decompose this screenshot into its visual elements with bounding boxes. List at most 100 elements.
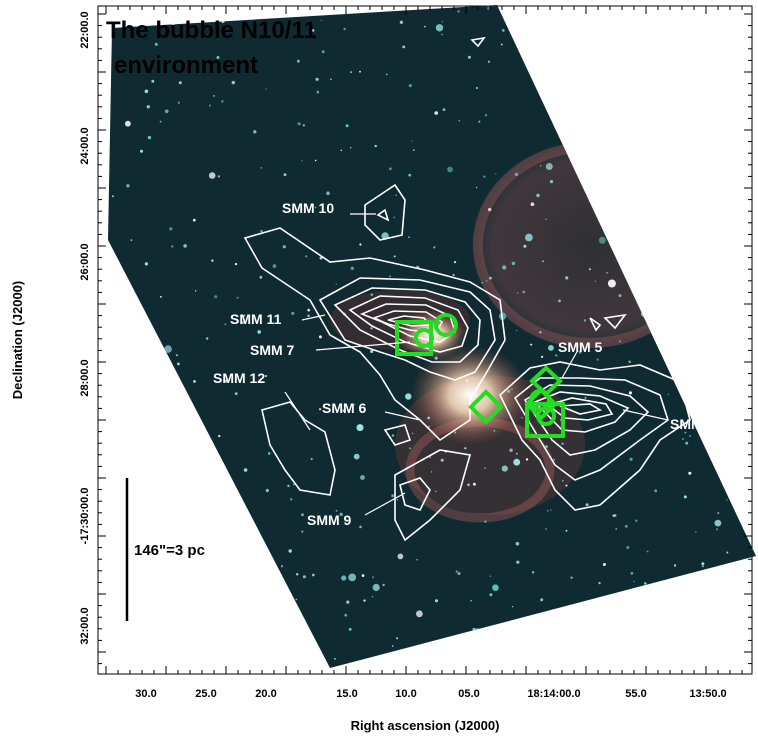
star <box>702 148 705 151</box>
star <box>652 656 657 660</box>
star <box>126 184 130 188</box>
label-smm4: SMM 4 <box>670 416 715 432</box>
star <box>666 94 668 97</box>
star <box>428 425 430 428</box>
star <box>204 492 207 495</box>
star <box>582 57 586 61</box>
star <box>598 236 606 244</box>
star <box>131 659 133 662</box>
star <box>543 88 547 92</box>
star <box>501 465 508 472</box>
star <box>695 531 697 533</box>
star <box>688 471 692 475</box>
star <box>154 42 158 46</box>
star <box>265 88 267 90</box>
star <box>613 197 618 201</box>
label-smm6: SMM 6 <box>322 400 367 416</box>
star <box>531 571 535 574</box>
y-tick: 22:00.0 <box>79 11 91 48</box>
star <box>741 308 744 311</box>
star <box>523 244 527 248</box>
star <box>307 314 310 317</box>
star <box>434 356 438 360</box>
star <box>457 572 461 575</box>
star <box>144 89 149 94</box>
star <box>588 268 591 271</box>
star <box>523 30 526 32</box>
star <box>489 276 492 280</box>
star <box>685 441 689 445</box>
star <box>549 86 552 89</box>
star <box>161 383 165 387</box>
star <box>664 334 668 337</box>
star <box>370 293 374 296</box>
scale-bar-label: 146"=3 pc <box>134 542 205 559</box>
star <box>709 7 712 9</box>
star <box>511 606 514 608</box>
star <box>686 573 690 578</box>
star <box>214 295 218 299</box>
star <box>589 22 592 26</box>
star <box>671 597 675 601</box>
star <box>565 484 568 487</box>
star <box>694 405 702 412</box>
star <box>478 120 481 123</box>
star <box>288 549 292 553</box>
y-tick: 32:00.0 <box>79 607 91 644</box>
star <box>741 312 744 315</box>
star <box>701 562 705 566</box>
star <box>733 66 736 69</box>
star <box>521 417 523 419</box>
star <box>208 172 216 179</box>
star <box>302 575 306 579</box>
star <box>125 120 131 127</box>
star <box>293 483 295 486</box>
star <box>136 586 142 592</box>
star <box>342 409 346 413</box>
star <box>562 479 564 482</box>
star <box>374 144 377 148</box>
star <box>726 551 729 554</box>
star <box>266 587 268 589</box>
star <box>177 598 179 600</box>
star <box>315 206 317 209</box>
star <box>146 105 150 109</box>
star <box>526 622 530 626</box>
star <box>614 27 616 30</box>
star <box>546 509 549 512</box>
star <box>233 642 237 646</box>
star <box>454 431 457 434</box>
star <box>525 233 533 242</box>
star <box>144 262 148 266</box>
star <box>155 569 157 572</box>
star <box>597 609 599 611</box>
y-tick: 28:00.0 <box>79 359 91 396</box>
star <box>575 25 579 30</box>
circle-marker <box>434 313 458 337</box>
star <box>424 25 426 28</box>
star <box>617 237 620 240</box>
star <box>447 166 453 173</box>
star <box>280 565 284 568</box>
star <box>603 82 606 85</box>
star <box>372 583 380 592</box>
star <box>346 600 350 604</box>
star <box>618 35 620 38</box>
star <box>571 33 574 36</box>
y-tick: -17:30:00.0 <box>79 488 91 545</box>
star <box>112 408 116 413</box>
star <box>713 633 716 635</box>
star <box>577 87 583 94</box>
star <box>216 56 220 59</box>
star <box>148 588 152 592</box>
star <box>724 567 727 570</box>
label-smm7: SMM 7 <box>250 342 295 358</box>
star <box>236 296 239 299</box>
star <box>457 10 460 13</box>
star <box>212 590 216 594</box>
star <box>391 494 395 498</box>
star <box>234 392 238 395</box>
star <box>714 519 722 527</box>
star <box>736 619 738 621</box>
star <box>371 596 374 598</box>
